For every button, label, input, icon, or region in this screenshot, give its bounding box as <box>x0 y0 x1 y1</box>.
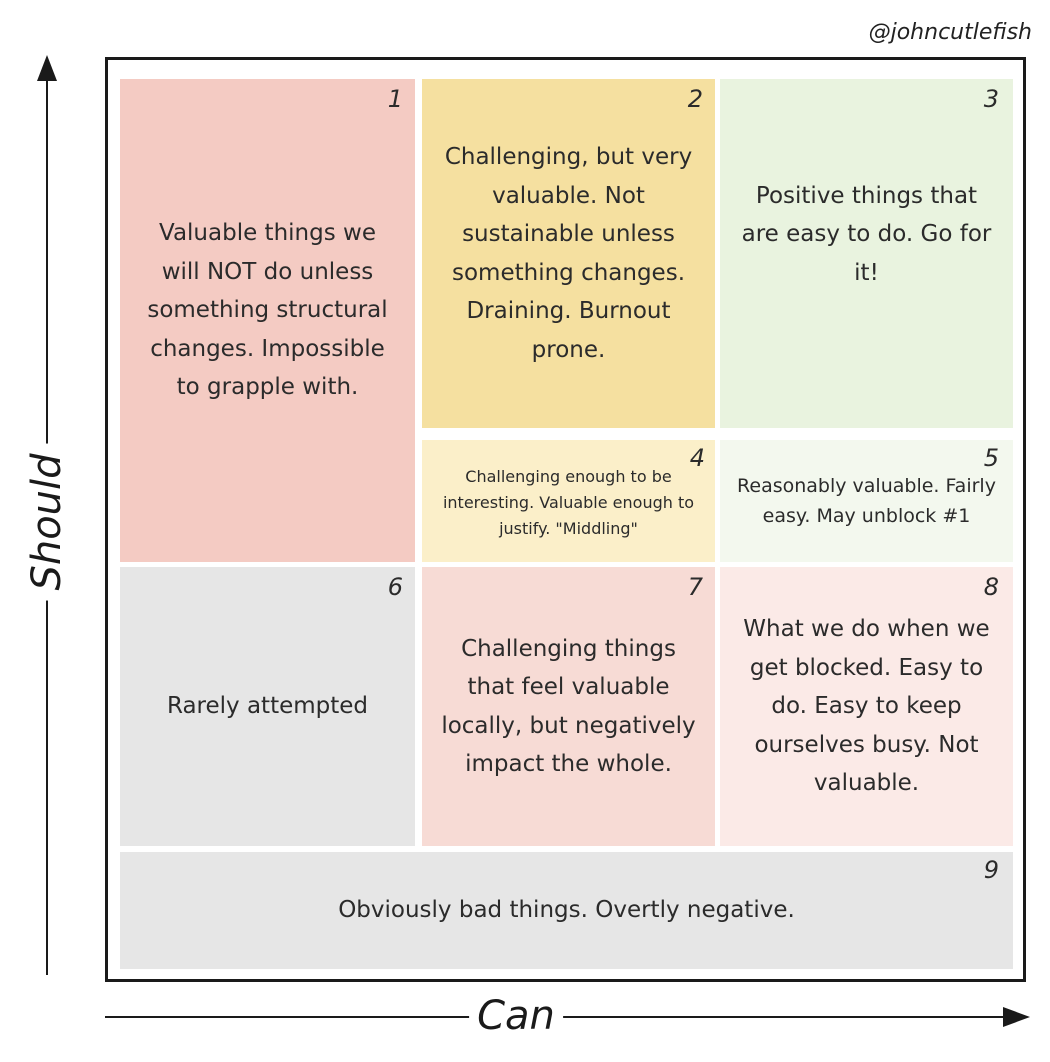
matrix-frame: 1 Valuable things we will NOT do unless … <box>105 57 1026 982</box>
cell-text: Challenging, but very valuable. Not sust… <box>444 144 693 363</box>
matrix-cell-2: 2 Challenging, but very valuable. Not su… <box>422 79 715 428</box>
cell-number: 7 <box>687 573 703 601</box>
author-credit: @johncutlefish <box>868 20 1032 45</box>
y-axis-arrowhead <box>37 55 57 81</box>
matrix-cell-3: 3 Positive things that are easy to do. G… <box>720 79 1013 428</box>
matrix-cell-1: 1 Valuable things we will NOT do unless … <box>120 79 415 562</box>
cell-number: 9 <box>983 856 999 884</box>
matrix-cell-7: 7 Challenging things that feel valuable … <box>422 567 715 846</box>
cell-text: Valuable things we will NOT do unless so… <box>147 220 388 401</box>
cell-number: 8 <box>983 573 999 601</box>
cell-number: 2 <box>687 85 703 113</box>
x-axis-label: Can <box>469 993 563 1039</box>
matrix-cell-6: 6 Rarely attempted <box>120 567 415 846</box>
cell-number: 5 <box>983 444 999 472</box>
cell-text: Rarely attempted <box>166 693 369 720</box>
matrix-cell-8: 8 What we do when we get blocked. Easy t… <box>720 567 1013 846</box>
matrix-cell-4: 4 Challenging enough to be interesting. … <box>422 440 715 562</box>
cell-number: 6 <box>387 573 403 601</box>
cell-text: Challenging things that feel valuable lo… <box>441 635 696 778</box>
y-axis-label: Should <box>24 443 70 601</box>
matrix-cell-9: 9 Obviously bad things. Overtly negative… <box>120 852 1013 969</box>
cell-text: Positive things that are easy to do. Go … <box>741 182 992 286</box>
matrix-cell-5: 5 Reasonably valuable. Fairly easy. May … <box>720 440 1013 562</box>
x-axis-arrowhead <box>1003 1007 1030 1027</box>
cell-number: 1 <box>387 85 403 113</box>
cell-text: Reasonably valuable. Fairly easy. May un… <box>737 475 996 527</box>
cell-number: 4 <box>689 444 705 472</box>
cell-number: 3 <box>983 85 999 113</box>
cell-text: What we do when we get blocked. Easy to … <box>743 616 990 797</box>
cell-text: Challenging enough to be interesting. Va… <box>442 467 695 538</box>
cell-text: Obviously bad things. Overtly negative. <box>338 897 795 924</box>
